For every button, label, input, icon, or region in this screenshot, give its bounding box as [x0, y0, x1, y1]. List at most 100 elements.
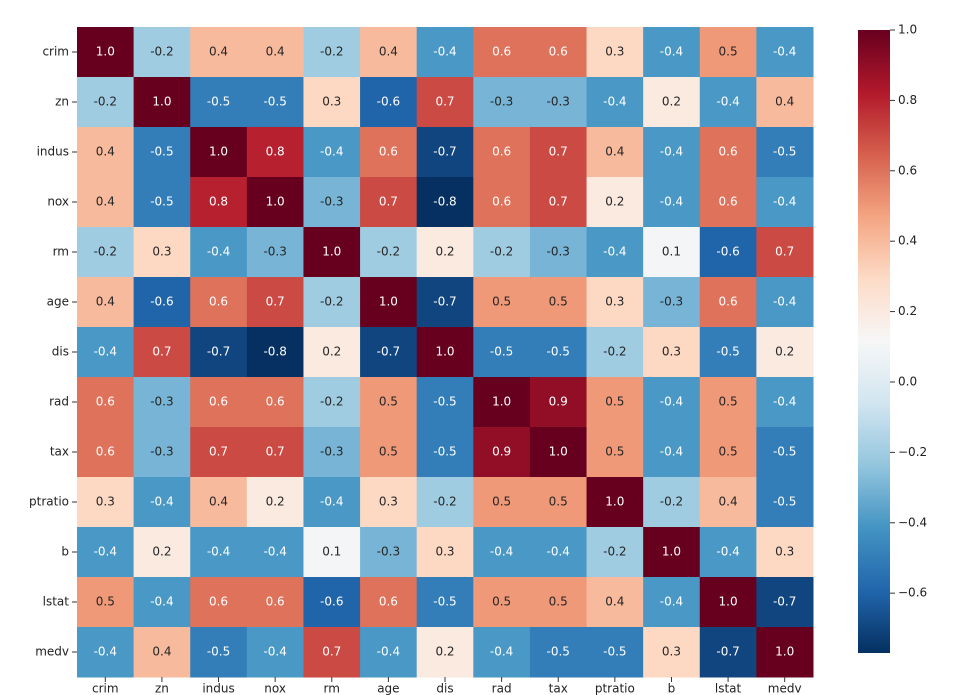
cell-label: 0.5 — [719, 395, 738, 409]
heatmap-cell — [529, 227, 588, 278]
heatmap-cell — [586, 527, 644, 578]
heatmap-cell — [77, 427, 135, 478]
cell-label: -0.4 — [716, 95, 739, 109]
heatmap-cell — [529, 377, 588, 428]
cell-label: -0.3 — [150, 395, 173, 409]
heatmap-cell — [190, 27, 248, 78]
heatmap-cell — [643, 377, 701, 428]
heatmap-cell — [190, 377, 248, 428]
heatmap-cell — [190, 327, 248, 378]
colorbar-tick-label: 0.4 — [898, 234, 917, 248]
heatmap-cell — [246, 327, 304, 378]
cell-label: 0.6 — [719, 295, 738, 309]
cell-label: 0.4 — [209, 495, 228, 509]
cell-label: -0.6 — [716, 245, 739, 259]
cell-label: 0.7 — [549, 195, 568, 209]
heatmap-cell — [133, 627, 191, 678]
cell-label: -0.4 — [263, 645, 286, 659]
heatmap-cell — [416, 427, 474, 478]
cell-label: -0.4 — [150, 595, 173, 609]
cell-label: 0.8 — [209, 195, 228, 209]
cell-label: -0.7 — [433, 145, 456, 159]
cell-label: -0.5 — [773, 445, 796, 459]
cell-label: 0.6 — [209, 295, 228, 309]
cell-label: 1.0 — [379, 295, 398, 309]
heatmap-cell — [529, 27, 588, 78]
heatmap-cell — [586, 127, 644, 178]
heatmap-cell — [303, 127, 361, 178]
cell-label: 0.7 — [266, 445, 285, 459]
heatmap-cell — [643, 127, 701, 178]
heatmap-cell — [643, 477, 701, 528]
heatmap-cell — [756, 477, 814, 528]
heatmap-cell — [586, 77, 644, 128]
colorbar — [858, 30, 890, 653]
cell-label: 0.3 — [605, 295, 624, 309]
heatmap-cell — [699, 427, 757, 478]
cell-label: -0.4 — [660, 195, 683, 209]
cell-label: -0.5 — [263, 95, 286, 109]
heatmap-cell — [133, 427, 191, 478]
colorbar-tick-label: −0.4 — [898, 515, 927, 529]
heatmap-cell — [529, 127, 588, 178]
heatmap-cell — [246, 477, 304, 528]
heatmap-cell — [190, 627, 248, 678]
heatmap-cell — [699, 327, 757, 378]
cell-label: -0.4 — [660, 395, 683, 409]
cell-label: -0.4 — [547, 545, 570, 559]
heatmap-cell — [756, 277, 814, 328]
x-tick-label: nox — [264, 682, 286, 695]
heatmap-cell — [77, 627, 135, 678]
cell-label: -0.7 — [716, 645, 739, 659]
cell-label: -0.4 — [660, 445, 683, 459]
heatmap-cell — [756, 227, 814, 278]
heatmap-cell — [303, 227, 361, 278]
cell-label: 0.4 — [605, 145, 624, 159]
heatmap-cell — [133, 227, 191, 278]
y-tick-label: ptratio — [29, 495, 69, 509]
heatmap-cell — [303, 527, 361, 578]
heatmap-cell — [77, 127, 135, 178]
heatmap-cell — [133, 127, 191, 178]
heatmap-cell — [190, 177, 248, 228]
heatmap-cell — [190, 277, 248, 328]
heatmap-cell — [586, 277, 644, 328]
x-tick-label: crim — [92, 682, 119, 695]
x-tick-label: zn — [155, 682, 169, 695]
heatmap-cell — [133, 377, 191, 428]
cell-label: -0.4 — [377, 645, 400, 659]
heatmap-cell — [190, 227, 248, 278]
cell-label: 0.3 — [662, 645, 681, 659]
heatmap-cell — [586, 327, 644, 378]
cell-label: -0.4 — [263, 545, 286, 559]
y-tick-label: medv — [35, 645, 69, 659]
cell-label: -0.4 — [94, 345, 117, 359]
cell-label: -0.4 — [490, 645, 513, 659]
x-tick-label: b — [668, 682, 676, 695]
heatmap-cell — [473, 77, 531, 128]
y-tick-label: rad — [49, 395, 69, 409]
cell-label: -0.2 — [433, 495, 456, 509]
cell-label: -0.5 — [773, 495, 796, 509]
cell-label: 0.5 — [719, 45, 738, 59]
heatmap-cell — [699, 577, 757, 628]
cell-label: -0.4 — [94, 545, 117, 559]
cell-label: 0.3 — [152, 245, 171, 259]
heatmap-cell — [360, 627, 418, 678]
cell-label: 0.5 — [492, 495, 511, 509]
cell-label: -0.5 — [547, 345, 570, 359]
heatmap-cell — [586, 377, 644, 428]
cell-label: 0.6 — [379, 595, 398, 609]
heatmap-cell — [133, 177, 191, 228]
cell-label: 0.4 — [775, 95, 794, 109]
heatmap-cell — [303, 277, 361, 328]
heatmap-cell — [473, 127, 531, 178]
heatmap-cell — [473, 227, 531, 278]
cell-label: 1.0 — [96, 45, 115, 59]
cell-label: -0.4 — [660, 45, 683, 59]
y-tick-label: age — [47, 295, 69, 309]
heatmap-cell — [303, 327, 361, 378]
colorbar-tick-label: 0.8 — [898, 93, 917, 107]
heatmap-cell — [360, 427, 418, 478]
heatmap-cell — [643, 177, 701, 228]
